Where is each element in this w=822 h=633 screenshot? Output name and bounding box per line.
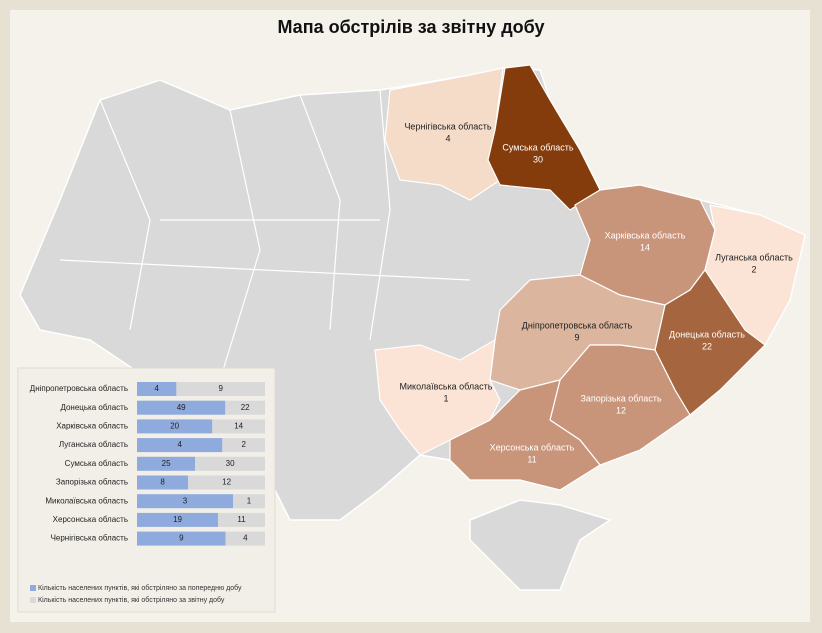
region: [384, 67, 504, 201]
region-value: 12: [616, 405, 626, 415]
category-label: Чернігівська область: [51, 534, 128, 543]
region-name: Миколаївська область: [400, 381, 493, 391]
region-name: Луганська область: [715, 252, 793, 262]
region-value: 9: [574, 332, 579, 342]
bar-segment: [188, 475, 265, 490]
bar-segment: [137, 400, 226, 415]
bar-value: 4: [154, 384, 159, 393]
bar-segment: [137, 438, 223, 453]
bar-value: 8: [160, 478, 165, 487]
region-value: 11: [527, 454, 536, 464]
bar-segment: [137, 419, 213, 434]
legend-label: Кількість населених пунктів, які обстріл…: [38, 584, 242, 592]
bar-segment: [137, 531, 226, 546]
bar-segment: [195, 456, 265, 471]
oblast-borders: [59, 89, 471, 381]
bar-value: 19: [173, 515, 182, 524]
bar-value: 25: [162, 459, 171, 468]
bar-segment: [233, 494, 265, 509]
region-name: Запорізька область: [580, 393, 661, 403]
region-value: 4: [445, 133, 450, 143]
region-name: Донецька область: [669, 329, 745, 339]
bar-value: 22: [241, 403, 250, 412]
region-value: 30: [533, 154, 543, 164]
title: Мапа обстрілів за звітну добу: [277, 17, 544, 37]
bar-value: 30: [226, 459, 235, 468]
category-label: Дніпропетровська область: [30, 384, 128, 393]
region-name: Харківська область: [605, 230, 686, 240]
bar-segment: [137, 512, 219, 527]
region: [487, 64, 601, 211]
bar-value: 20: [170, 422, 179, 431]
bar-value: 4: [177, 440, 182, 449]
bar-value: 11: [237, 515, 246, 524]
legend-label: Кількість населених пунктів, які обстріл…: [38, 596, 225, 604]
bar-value: 3: [183, 496, 188, 505]
bar-value: 49: [177, 403, 186, 412]
region-name: Сумська область: [502, 142, 574, 152]
bar-value: 4: [243, 534, 248, 543]
bar-value: 2: [241, 440, 246, 449]
category-label: Луганська область: [59, 440, 128, 449]
bar-segment: [212, 419, 265, 434]
bar-segment: [225, 400, 265, 415]
bar-segment: [137, 382, 177, 396]
legend-swatch: [30, 585, 36, 591]
category-label: Миколаївська область: [45, 496, 128, 505]
region-name: Чернігівська область: [404, 121, 491, 131]
bar-segment: [176, 382, 265, 396]
category-label: Харківська область: [56, 422, 128, 431]
bar-segment: [225, 531, 265, 546]
region-name: Херсонська область: [490, 442, 575, 452]
bar-value: 14: [234, 422, 243, 431]
region-value: 1: [443, 393, 448, 403]
region-value: 2: [751, 264, 756, 274]
bar-segment: [137, 475, 189, 490]
bar-value: 9: [179, 534, 184, 543]
bar-value: 12: [222, 478, 231, 487]
bar-segment: [137, 456, 196, 471]
bar-segment: [222, 438, 265, 453]
region-name: Дніпропетровська область: [522, 320, 633, 330]
region: [449, 379, 601, 491]
region-value: 14: [640, 242, 650, 252]
region-value: 22: [702, 341, 712, 351]
region: [374, 338, 501, 456]
category-label: Донецька область: [60, 403, 128, 412]
category-label: Сумська область: [65, 459, 128, 468]
bar-segment: [218, 512, 265, 527]
legend-swatch: [30, 597, 36, 603]
bar-value: 1: [247, 496, 252, 505]
category-label: Запорізька область: [56, 478, 128, 487]
bar-value: 9: [218, 384, 223, 393]
bar-segment: [137, 494, 233, 509]
category-label: Херсонська область: [53, 515, 128, 524]
